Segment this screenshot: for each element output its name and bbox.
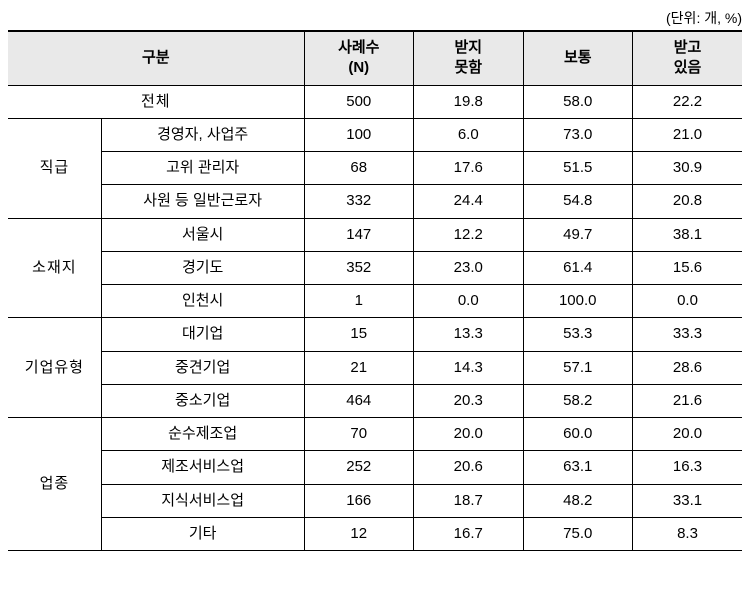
val-0-2-0: 332 bbox=[304, 185, 413, 218]
val-2-0-2: 53.3 bbox=[523, 318, 632, 351]
row-label-1-2: 인천시 bbox=[101, 285, 304, 318]
val-0-0-2: 73.0 bbox=[523, 118, 632, 151]
val-3-0-3: 20.0 bbox=[632, 418, 742, 451]
val-2-1-1: 14.3 bbox=[414, 351, 523, 384]
val-3-3-0: 12 bbox=[304, 517, 413, 550]
table-row: 제조서비스업25220.663.116.3 bbox=[8, 451, 742, 484]
val-1-0-0: 147 bbox=[304, 218, 413, 251]
row-label-2-0: 대기업 bbox=[101, 318, 304, 351]
table-row: 소재지서울시14712.249.738.1 bbox=[8, 218, 742, 251]
val-3-2-3: 33.1 bbox=[632, 484, 742, 517]
total-val-3: 22.2 bbox=[632, 85, 742, 118]
val-1-1-3: 15.6 bbox=[632, 251, 742, 284]
val-2-2-0: 464 bbox=[304, 384, 413, 417]
val-0-0-0: 100 bbox=[304, 118, 413, 151]
val-3-2-1: 18.7 bbox=[414, 484, 523, 517]
table-row: 고위 관리자6817.651.530.9 bbox=[8, 152, 742, 185]
table-row: 경기도35223.061.415.6 bbox=[8, 251, 742, 284]
table-row: 사원 등 일반근로자33224.454.820.8 bbox=[8, 185, 742, 218]
val-0-1-2: 51.5 bbox=[523, 152, 632, 185]
row-label-3-2: 지식서비스업 bbox=[101, 484, 304, 517]
val-0-0-3: 21.0 bbox=[632, 118, 742, 151]
val-1-0-1: 12.2 bbox=[414, 218, 523, 251]
total-val-0: 500 bbox=[304, 85, 413, 118]
table-row: 인천시10.0100.00.0 bbox=[8, 285, 742, 318]
val-2-0-3: 33.3 bbox=[632, 318, 742, 351]
group-label-2: 기업유형 bbox=[8, 318, 101, 418]
val-0-2-2: 54.8 bbox=[523, 185, 632, 218]
table-row: 기타1216.775.08.3 bbox=[8, 517, 742, 550]
val-3-3-2: 75.0 bbox=[523, 517, 632, 550]
table-row: 중소기업46420.358.221.6 bbox=[8, 384, 742, 417]
total-val-1: 19.8 bbox=[414, 85, 523, 118]
val-0-1-0: 68 bbox=[304, 152, 413, 185]
val-0-2-1: 24.4 bbox=[414, 185, 523, 218]
val-2-1-2: 57.1 bbox=[523, 351, 632, 384]
val-1-1-2: 61.4 bbox=[523, 251, 632, 284]
val-2-2-2: 58.2 bbox=[523, 384, 632, 417]
val-3-3-3: 8.3 bbox=[632, 517, 742, 550]
val-3-2-0: 166 bbox=[304, 484, 413, 517]
val-0-1-1: 17.6 bbox=[414, 152, 523, 185]
total-label: 전체 bbox=[8, 85, 304, 118]
group-label-1: 소재지 bbox=[8, 218, 101, 318]
header-col-0: 사례수(N) bbox=[304, 31, 413, 85]
val-3-1-3: 16.3 bbox=[632, 451, 742, 484]
unit-label: (단위: 개, %) bbox=[8, 8, 742, 28]
val-0-2-3: 20.8 bbox=[632, 185, 742, 218]
table-row: 업종순수제조업7020.060.020.0 bbox=[8, 418, 742, 451]
row-label-0-1: 고위 관리자 bbox=[101, 152, 304, 185]
val-2-0-0: 15 bbox=[304, 318, 413, 351]
header-gubun: 구분 bbox=[8, 31, 304, 85]
group-label-3: 업종 bbox=[8, 418, 101, 551]
row-label-1-1: 경기도 bbox=[101, 251, 304, 284]
val-3-1-0: 252 bbox=[304, 451, 413, 484]
val-3-1-1: 20.6 bbox=[414, 451, 523, 484]
table-row: 중견기업2114.357.128.6 bbox=[8, 351, 742, 384]
table-row: 직급경영자, 사업주1006.073.021.0 bbox=[8, 118, 742, 151]
val-1-1-1: 23.0 bbox=[414, 251, 523, 284]
table-body: 전체50019.858.022.2직급경영자, 사업주1006.073.021.… bbox=[8, 85, 742, 551]
group-label-0: 직급 bbox=[8, 118, 101, 218]
header-col-1: 받지못함 bbox=[414, 31, 523, 85]
val-2-1-3: 28.6 bbox=[632, 351, 742, 384]
row-label-2-1: 중견기업 bbox=[101, 351, 304, 384]
val-3-2-2: 48.2 bbox=[523, 484, 632, 517]
row-label-0-2: 사원 등 일반근로자 bbox=[101, 185, 304, 218]
table-row: 지식서비스업16618.748.233.1 bbox=[8, 484, 742, 517]
val-2-2-1: 20.3 bbox=[414, 384, 523, 417]
val-2-0-1: 13.3 bbox=[414, 318, 523, 351]
total-val-2: 58.0 bbox=[523, 85, 632, 118]
row-label-3-0: 순수제조업 bbox=[101, 418, 304, 451]
val-2-2-3: 21.6 bbox=[632, 384, 742, 417]
val-3-3-1: 16.7 bbox=[414, 517, 523, 550]
val-0-0-1: 6.0 bbox=[414, 118, 523, 151]
header-col-2: 보통 bbox=[523, 31, 632, 85]
header-col-3: 받고있음 bbox=[632, 31, 742, 85]
val-3-0-0: 70 bbox=[304, 418, 413, 451]
row-label-0-0: 경영자, 사업주 bbox=[101, 118, 304, 151]
row-label-1-0: 서울시 bbox=[101, 218, 304, 251]
val-1-1-0: 352 bbox=[304, 251, 413, 284]
data-table: 구분 사례수(N) 받지못함 보통 받고있음 전체50019.858.022.2… bbox=[8, 30, 742, 551]
val-1-0-3: 38.1 bbox=[632, 218, 742, 251]
val-1-2-0: 1 bbox=[304, 285, 413, 318]
val-1-2-1: 0.0 bbox=[414, 285, 523, 318]
val-1-2-2: 100.0 bbox=[523, 285, 632, 318]
val-3-0-1: 20.0 bbox=[414, 418, 523, 451]
val-3-0-2: 60.0 bbox=[523, 418, 632, 451]
val-1-0-2: 49.7 bbox=[523, 218, 632, 251]
val-1-2-3: 0.0 bbox=[632, 285, 742, 318]
val-3-1-2: 63.1 bbox=[523, 451, 632, 484]
table-row: 기업유형대기업1513.353.333.3 bbox=[8, 318, 742, 351]
row-label-2-2: 중소기업 bbox=[101, 384, 304, 417]
row-label-3-3: 기타 bbox=[101, 517, 304, 550]
total-row: 전체50019.858.022.2 bbox=[8, 85, 742, 118]
val-2-1-0: 21 bbox=[304, 351, 413, 384]
row-label-3-1: 제조서비스업 bbox=[101, 451, 304, 484]
val-0-1-3: 30.9 bbox=[632, 152, 742, 185]
